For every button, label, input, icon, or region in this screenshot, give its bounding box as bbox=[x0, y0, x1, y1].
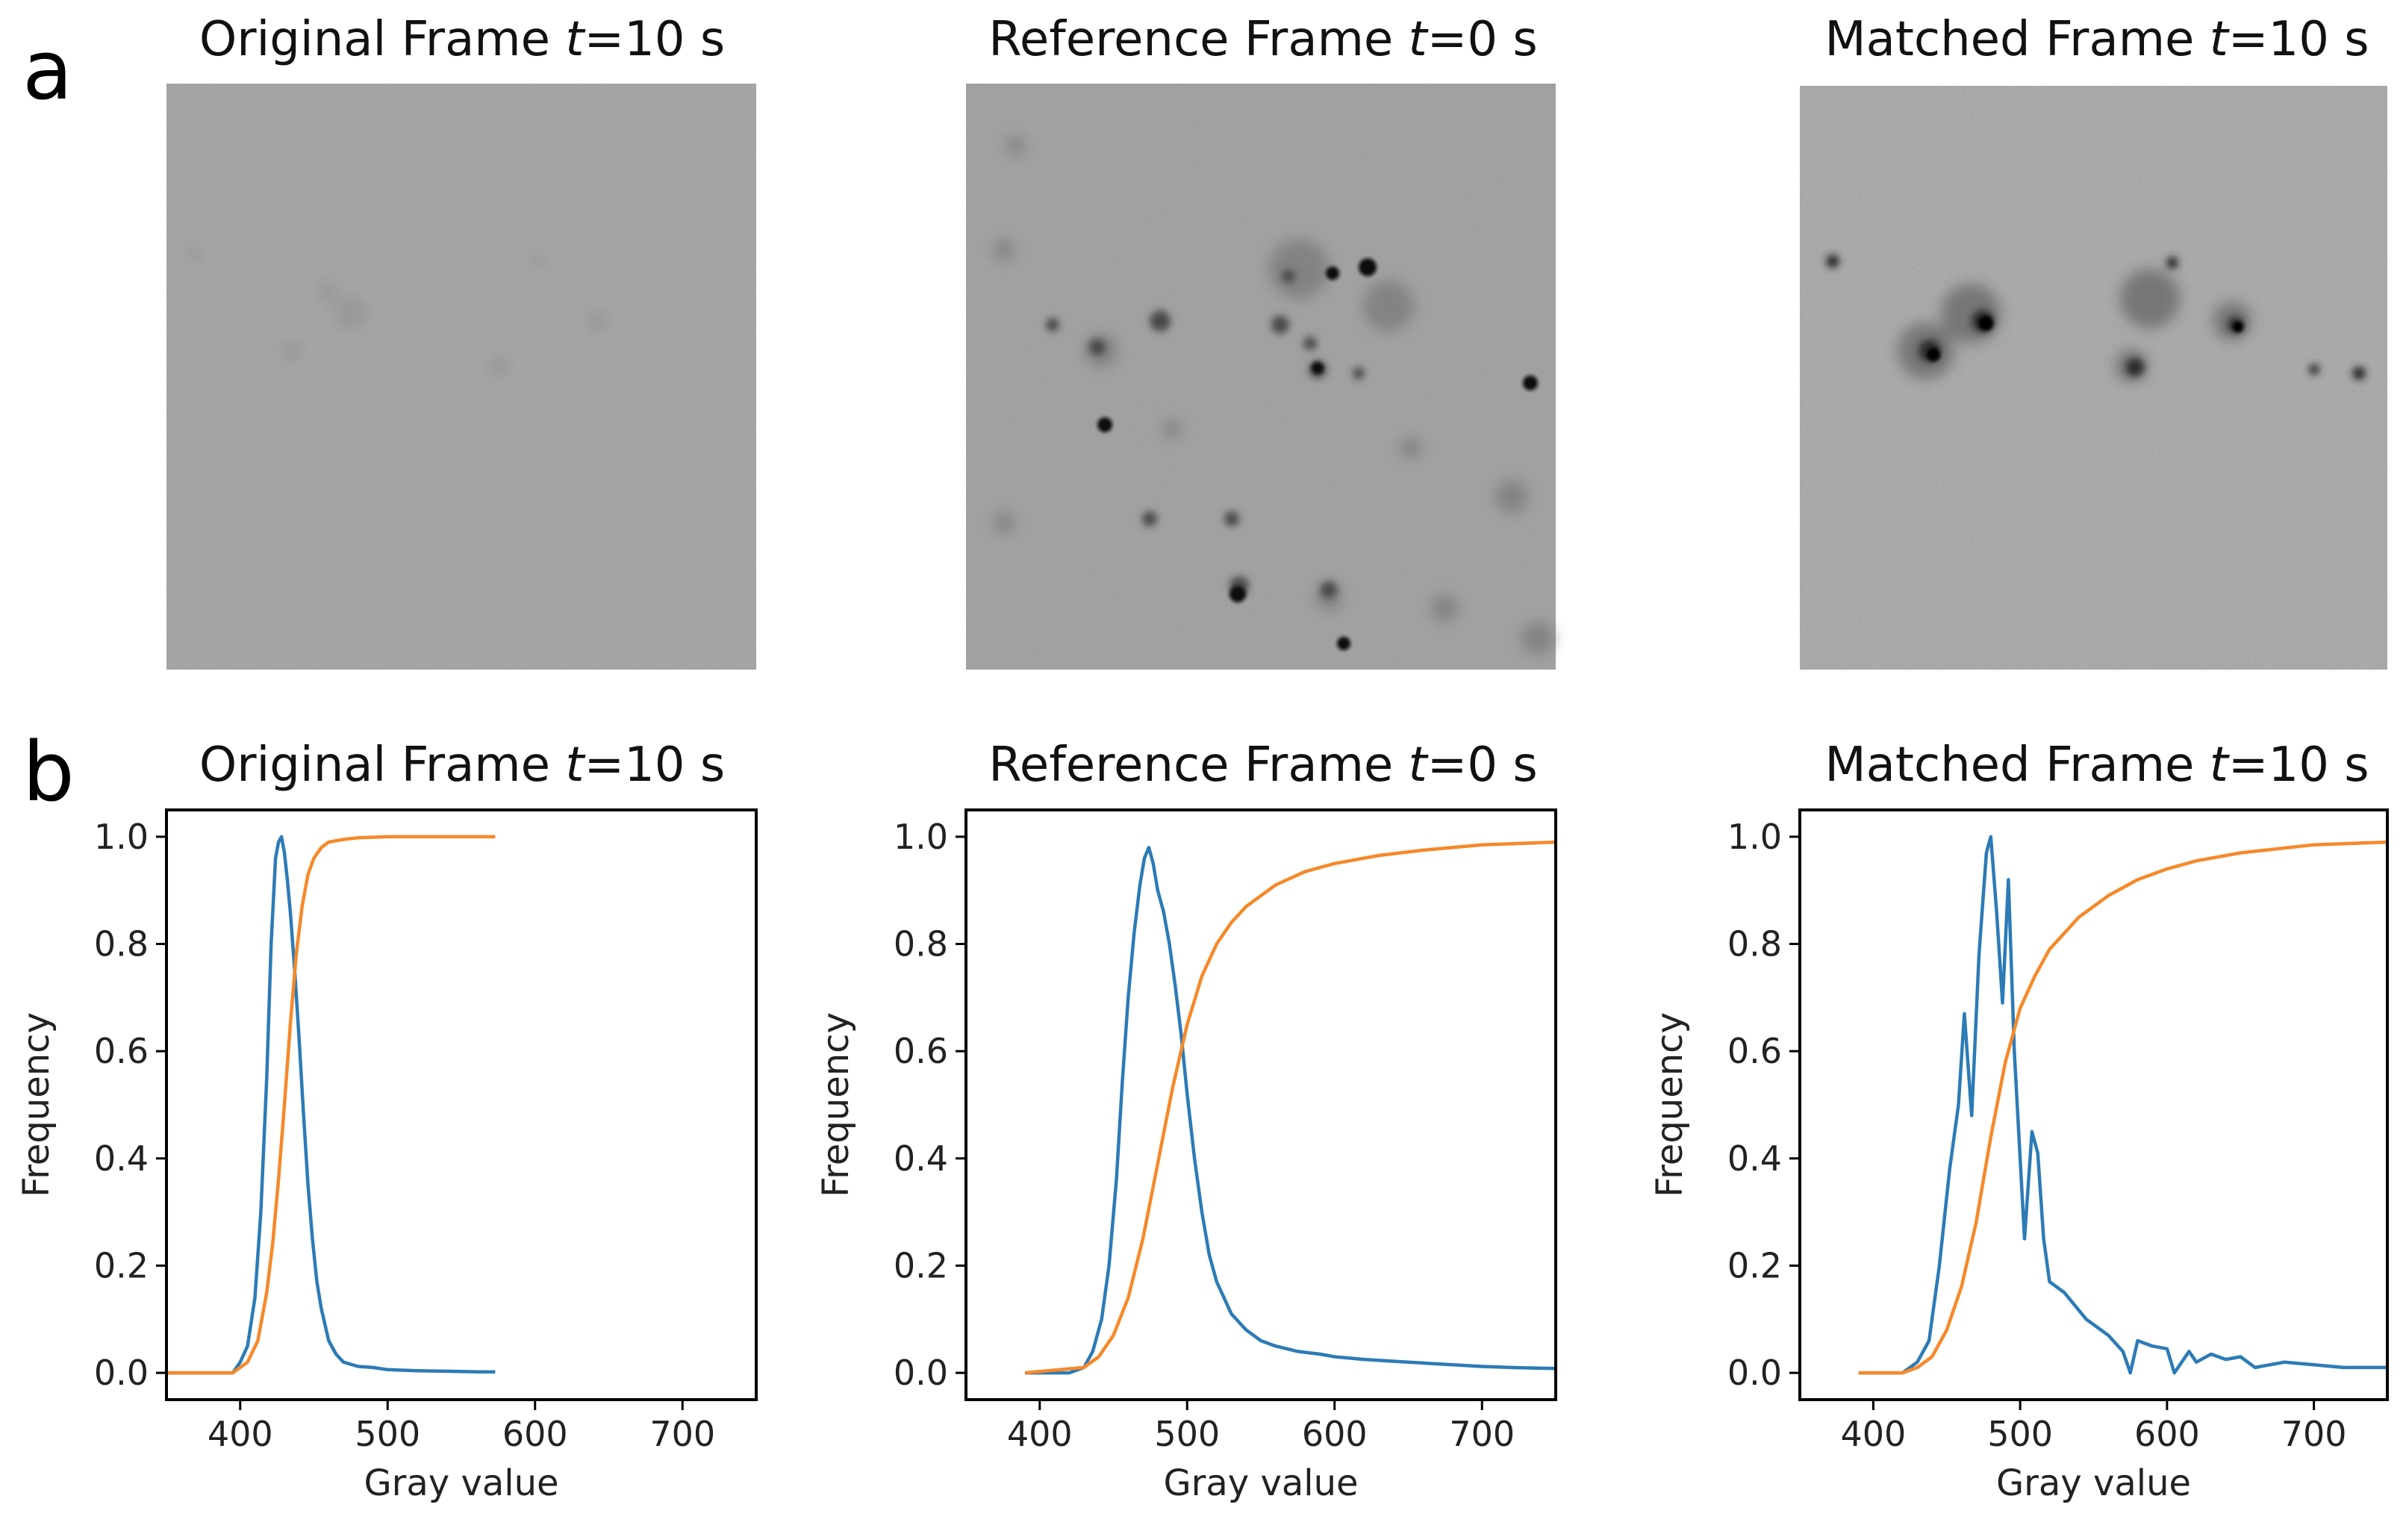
panel-label-a: a bbox=[22, 22, 72, 118]
y-tick-label: 0.2 bbox=[94, 1245, 149, 1285]
x-tick-label: 500 bbox=[355, 1414, 420, 1454]
x-tick-label: 600 bbox=[502, 1414, 568, 1454]
y-tick-label: 1.0 bbox=[94, 817, 149, 857]
y-tick-label: 0.0 bbox=[894, 1353, 948, 1393]
y-tick-label: 1.0 bbox=[894, 817, 948, 857]
y-tick-label: 0.0 bbox=[94, 1353, 149, 1393]
x-tick-label: 400 bbox=[1007, 1414, 1073, 1454]
y-tick-label: 0.2 bbox=[1727, 1245, 1782, 1285]
image-title-reference: Reference Frame t=0 s bbox=[988, 12, 1538, 67]
plot-frame bbox=[964, 808, 1557, 1401]
image-original-frame bbox=[166, 84, 756, 670]
y-tick-label: 0.2 bbox=[894, 1245, 948, 1285]
x-axis-label: Gray value bbox=[1163, 1462, 1358, 1504]
x-tick-label: 500 bbox=[1154, 1414, 1220, 1454]
x-axis-label: Gray value bbox=[1996, 1462, 2191, 1504]
y-tick-label: 1.0 bbox=[1727, 817, 1782, 857]
x-tick-label: 700 bbox=[2281, 1414, 2347, 1454]
x-axis-label: Gray value bbox=[364, 1462, 558, 1504]
y-axis-label: Frequency bbox=[16, 1012, 57, 1197]
y-tick-label: 0.0 bbox=[1727, 1353, 1782, 1393]
cdf-line bbox=[1858, 840, 2388, 1375]
histogram-line bbox=[166, 835, 496, 1375]
histogram-chart-reference: 400 500 600 700 0.0 0.2 0.4 0.6 0.8 1.0 Gray value… bbox=[815, 808, 1557, 1504]
panel-label-b: b bbox=[22, 724, 75, 820]
x-tick-label: 400 bbox=[1840, 1414, 1906, 1454]
y-tick-label: 0.8 bbox=[894, 924, 948, 964]
histogram-chart-matched: 400 500 600 700 0.0 0.2 0.4 0.6 0.8 1.0 Gray value… bbox=[1649, 808, 2389, 1504]
image-title-original: Original Frame t=10 s bbox=[199, 12, 725, 67]
x-tick-label: 500 bbox=[1987, 1414, 2053, 1454]
y-axis-label: Frequency bbox=[1649, 1012, 1691, 1197]
chart-title-original: Original Frame t=10 s bbox=[199, 738, 725, 793]
y-tick-label: 0.6 bbox=[894, 1031, 948, 1071]
image-matched-frame bbox=[1800, 86, 2387, 670]
x-tick-label: 400 bbox=[208, 1414, 273, 1454]
y-tick-label: 0.4 bbox=[94, 1138, 149, 1179]
x-tick-label: 700 bbox=[1449, 1414, 1515, 1454]
y-tick-label: 0.8 bbox=[1727, 924, 1782, 964]
x-tick-label: 600 bbox=[1302, 1414, 1368, 1454]
histogram-line bbox=[1025, 846, 1556, 1375]
y-tick-label: 0.8 bbox=[94, 924, 149, 964]
x-tick-label: 600 bbox=[2134, 1414, 2200, 1454]
y-tick-label: 0.6 bbox=[1727, 1031, 1782, 1071]
image-reference-frame bbox=[966, 84, 1556, 670]
image-title-matched: Matched Frame t=10 s bbox=[1824, 12, 2369, 67]
y-axis-label: Frequency bbox=[815, 1012, 857, 1197]
plot-frame bbox=[165, 808, 758, 1401]
histogram-chart-original: 400 500 600 700 0.0 0.2 0.4 0.6 0.8 1.0 Gray value… bbox=[16, 808, 758, 1504]
cdf-line bbox=[166, 835, 496, 1375]
x-tick-label: 700 bbox=[649, 1414, 715, 1454]
plot-frame bbox=[1798, 808, 2389, 1401]
chart-title-matched: Matched Frame t=10 s bbox=[1824, 738, 2369, 793]
chart-title-reference: Reference Frame t=0 s bbox=[988, 738, 1538, 793]
y-tick-label: 0.4 bbox=[894, 1138, 948, 1179]
histogram-line bbox=[1858, 835, 2387, 1375]
y-tick-label: 0.6 bbox=[94, 1031, 149, 1071]
cdf-line bbox=[1024, 840, 1556, 1375]
y-tick-label: 0.4 bbox=[1727, 1138, 1782, 1179]
